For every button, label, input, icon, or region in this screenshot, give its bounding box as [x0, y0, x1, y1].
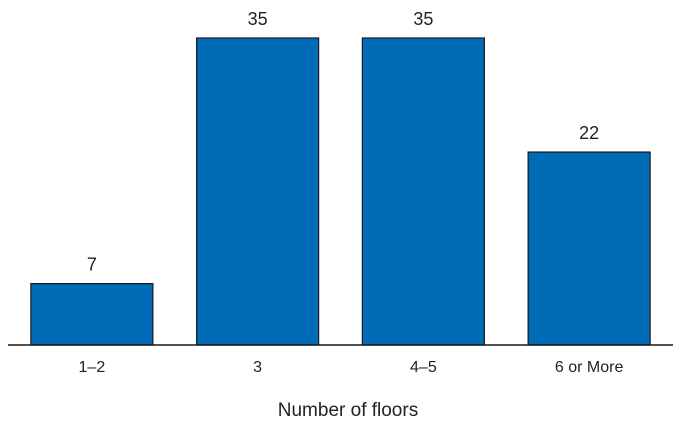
bar-1: [196, 37, 320, 346]
x-tick-label-2: 4–5: [410, 359, 437, 376]
bar-0: [30, 283, 154, 346]
x-tick-label-1: 3: [253, 359, 262, 376]
value-labels-group: 7 35 35 22: [87, 9, 599, 275]
bar-2: [361, 37, 485, 346]
x-tick-label-0: 1–2: [79, 359, 106, 376]
x-axis-title: Number of floors: [278, 400, 418, 421]
value-label-1: 35: [248, 9, 268, 29]
value-label-3: 22: [579, 123, 599, 143]
bar-3: [527, 151, 651, 346]
x-tick-labels-group: 1–2 3 4–5 6 or More: [79, 359, 624, 376]
value-label-0: 7: [87, 255, 97, 275]
bars-group: [30, 37, 651, 346]
x-tick-label-3: 6 or More: [555, 359, 624, 376]
value-label-2: 35: [413, 9, 433, 29]
